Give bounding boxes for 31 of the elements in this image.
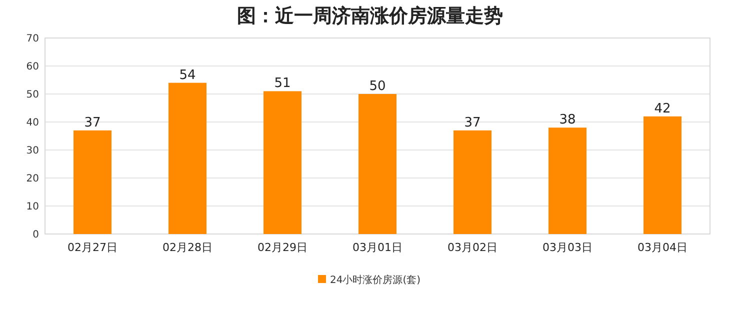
bar [644, 116, 682, 234]
bar [168, 82, 206, 234]
data-label: 42 [654, 101, 671, 116]
bar [454, 130, 492, 234]
x-tick-label: 02月28日 [162, 241, 212, 254]
x-tick-label: 03月04日 [638, 241, 688, 254]
bar [548, 128, 586, 234]
data-label: 50 [369, 79, 386, 94]
bar [74, 130, 112, 234]
y-tick-label: 40 [26, 118, 39, 128]
y-tick-label: 50 [26, 90, 39, 100]
y-tick-label: 10 [26, 202, 39, 212]
bar [358, 94, 396, 234]
x-tick-label: 02月29日 [258, 241, 308, 254]
y-tick-label: 60 [26, 62, 39, 72]
x-tick-label: 03月03日 [542, 241, 592, 254]
y-tick-label: 20 [26, 174, 39, 184]
legend-label: 24小时涨价房源(套) [330, 274, 421, 286]
y-tick-label: 70 [26, 34, 39, 44]
y-tick-label: 30 [26, 146, 39, 156]
data-label: 37 [84, 115, 101, 130]
x-tick-label: 02月27日 [68, 241, 118, 254]
chart-title: 图：近一周济南涨价房源量走势 [237, 5, 503, 27]
x-tick-label: 03月01日 [352, 241, 402, 254]
data-label: 37 [464, 115, 481, 130]
y-tick-label: 0 [32, 230, 39, 240]
data-label: 51 [274, 76, 291, 92]
data-label: 54 [179, 68, 196, 83]
x-tick-label: 03月02日 [448, 241, 498, 254]
data-label: 38 [559, 112, 576, 128]
bar [264, 91, 302, 234]
